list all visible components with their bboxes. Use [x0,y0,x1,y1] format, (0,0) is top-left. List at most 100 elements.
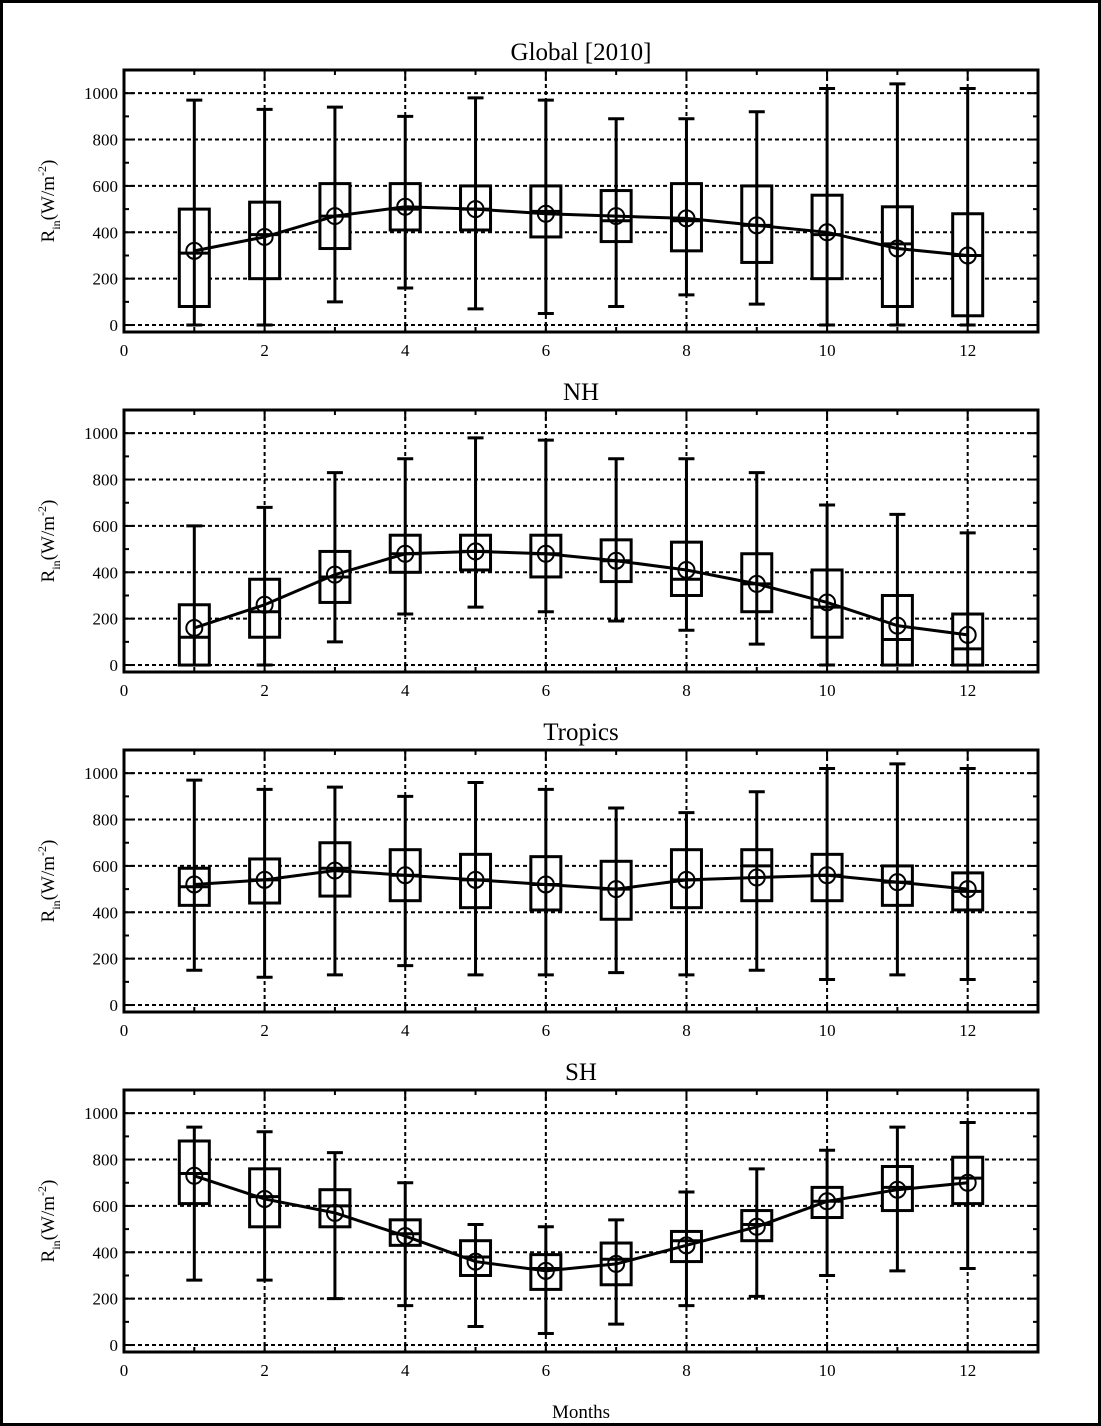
x-tick-label: 10 [819,1361,836,1380]
mean-marker [396,1227,415,1246]
x-tick-label: 4 [401,1021,410,1040]
y-axis-label-exponent: -2 [35,1186,49,1196]
y-axis-label-main: R [38,569,59,582]
mean-marker [888,239,907,258]
mean-marker [466,870,485,889]
y-axis-label-subscript: in [49,560,63,569]
chart-panel-2: NH 0 200 400 600 800 1000 0 2 4 6 8 10 12 Rin(W/m-2) [35,379,1040,700]
y-axis-label-units: (W/m [38,856,59,901]
x-tick-label: 0 [120,1021,129,1040]
data-layer [177,436,985,667]
y-axis-label-exponent: -2 [35,166,49,176]
y-tick-label: 800 [93,1151,119,1170]
mean-marker [185,618,204,637]
y-tick-label: 400 [93,223,119,242]
mean-marker [255,595,274,614]
mean-marker [818,1192,837,1211]
x-tick-label: 12 [959,681,976,700]
x-tick-label: 12 [959,1361,976,1380]
mean-marker [747,868,766,887]
x-tick-label: 6 [542,1021,551,1040]
mean-marker [185,241,204,260]
y-axis-label-units: (W/m [38,176,59,221]
mean-line [193,549,968,637]
y-tick-label: 200 [93,1290,119,1309]
x-tick-label: 0 [120,681,129,700]
y-axis-label-units: (W/m [38,1196,59,1241]
mean-marker [747,574,766,593]
y-axis-label-subscript: in [49,1240,63,1249]
mean-marker [888,1180,907,1199]
mean-marker [607,207,626,226]
x-axis-label: Months [552,1402,610,1423]
y-axis-label-main: R [38,229,59,242]
y-tick-label: 600 [93,517,119,536]
x-tick-label: 12 [959,341,976,360]
y-axis-label-exponent: -2 [35,846,49,856]
x-tick-label: 8 [682,341,691,360]
mean-marker [325,861,344,880]
y-axis-label-subscript: in [49,900,63,909]
mean-marker [677,209,696,228]
mean-line [193,1174,968,1273]
chart-panel-4: SH 0 200 400 600 800 1000 0 2 4 6 8 10 12 Rin(W/m-2) [35,1059,1040,1380]
y-tick-label: 400 [93,903,119,922]
x-tick-label: 2 [260,341,269,360]
x-tick-label: 6 [542,1361,551,1380]
chart-title: Tropics [543,719,619,746]
y-tick-label: 1000 [84,764,118,783]
mean-marker [818,593,837,612]
y-tick-label: 400 [93,1243,119,1262]
chart-title: NH [563,379,599,406]
mean-marker [255,870,274,889]
mean-marker [325,207,344,226]
y-tick-label: 1000 [84,1104,118,1123]
y-axis-label: Rin(W/m-2) [35,840,63,923]
mean-line [194,205,968,257]
mean-marker [466,1252,485,1271]
mean-marker [536,204,555,223]
mean-marker [677,1236,696,1255]
mean-marker [185,1166,204,1185]
mean-marker [607,1254,626,1273]
mean-marker [747,1217,766,1236]
y-axis-label-units: (W/m [38,516,59,561]
y-tick-label: 400 [93,563,119,582]
mean-marker [396,197,415,216]
y-tick-label: 1000 [84,424,118,443]
x-tick-label: 10 [819,681,836,700]
x-tick-label: 4 [401,341,410,360]
y-tick-label: 1000 [84,84,118,103]
y-axis-label-exponent: -2 [35,506,49,516]
y-axis-label: Rin(W/m-2) [35,160,63,243]
mean-marker [255,1189,274,1208]
mean-marker [677,870,696,889]
y-axis-label: Rin(W/m-2) [35,1180,63,1263]
mean-marker [958,880,977,899]
y-axis-label: Rin(W/m-2) [35,500,63,583]
mean-marker [466,542,485,561]
x-tick-label: 12 [959,1021,976,1040]
mean-marker [888,873,907,892]
mean-marker [536,875,555,894]
mean-marker [958,1173,977,1192]
y-tick-label: 800 [93,811,119,830]
x-tick-label: 8 [682,681,691,700]
y-tick-label: 0 [110,656,119,675]
y-axis-label-close: ) [38,840,59,846]
mean-marker [818,223,837,242]
y-axis-label-close: ) [38,500,59,506]
x-tick-label: 4 [401,681,410,700]
y-axis-label-subscript: in [49,220,63,229]
chart-panel-1: Global [2010] 0 200 400 600 800 1000 0 2 4 6 8 10 12 R… [35,39,1040,360]
x-tick-label: 8 [682,1021,691,1040]
mean-marker [255,227,274,246]
mean-line [194,869,968,891]
chart-title: SH [565,1059,597,1086]
x-tick-label: 10 [819,1021,836,1040]
mean-marker [185,875,204,894]
y-tick-label: 0 [110,316,119,335]
x-tick-label: 2 [260,1361,269,1380]
